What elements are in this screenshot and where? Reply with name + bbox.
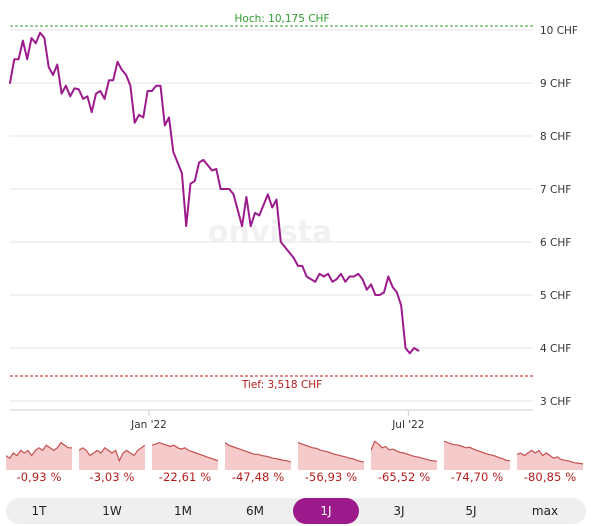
range-button-1t[interactable]: 1T: [31, 504, 47, 518]
mini-chart[interactable]: -80,85 %: [517, 436, 583, 488]
time-range-selector: 1T 1W 1M 6M 1J 3J 5J max: [6, 498, 586, 524]
range-button-1w[interactable]: 1W: [102, 504, 122, 518]
mini-chart-area: [152, 442, 218, 470]
mini-chart-performance: -22,61 %: [158, 470, 212, 484]
mini-chart-line: [152, 441, 218, 462]
price-chart-svg: onvista 3 CHF 4 CHF 5 CHF 6 CHF 7 CHF 8 CHF 9 C…: [9, 11, 578, 431]
mini-chart-svg: [444, 440, 510, 470]
mini-chart-svg: [152, 441, 218, 470]
y-tick-label: 5 CHF: [540, 290, 571, 302]
mini-chart[interactable]: -3,03 %: [79, 436, 145, 488]
price-chart[interactable]: onvista 3 CHF 4 CHF 5 CHF 6 CHF 7 CHF 8 CHF 9 C…: [0, 0, 592, 431]
y-tick-label: 4 CHF: [540, 343, 571, 355]
mini-chart[interactable]: -65,52 %: [371, 436, 437, 488]
range-button-max[interactable]: max: [531, 504, 559, 518]
mini-chart-svg: [79, 444, 145, 470]
mini-chart-line: [79, 444, 145, 463]
mini-chart-line: [298, 442, 364, 463]
y-tick-label: 10 CHF: [540, 25, 578, 37]
high-label-bg: [224, 11, 340, 25]
x-tick-label: Jan '22: [130, 419, 167, 430]
y-tick-label: 9 CHF: [540, 78, 571, 90]
mini-chart-performance: -0,93 %: [16, 470, 62, 484]
mini-chart-area: [225, 442, 291, 470]
mini-chart-svg: [225, 442, 291, 470]
mini-chart[interactable]: -47,48 %: [225, 436, 291, 488]
mini-chart-performance: -65,52 %: [377, 470, 431, 484]
mini-chart-performance: -47,48 %: [231, 470, 285, 484]
mini-chart[interactable]: -74,70 %: [444, 436, 510, 488]
mini-chart-line: [225, 442, 291, 463]
mini-chart-line: [444, 440, 510, 462]
y-tick-label: 8 CHF: [540, 131, 571, 143]
y-tick-label: 7 CHF: [540, 184, 571, 196]
mini-chart-performance: -56,93 %: [304, 470, 358, 484]
range-button-1j[interactable]: 1J: [293, 498, 359, 524]
mini-chart-svg: [6, 441, 72, 470]
y-tick-label: 6 CHF: [540, 237, 571, 249]
range-button-3j[interactable]: 3J: [393, 504, 405, 518]
range-button-1m[interactable]: 1M: [174, 504, 192, 518]
mini-chart-line: [371, 440, 437, 462]
high-label: Hoch: 10,175 CHF: [235, 13, 330, 25]
mini-chart-area: [79, 445, 145, 470]
mini-chart[interactable]: -0,93 %: [6, 436, 72, 488]
range-button-5j[interactable]: 5J: [465, 504, 477, 518]
mini-chart-line: [6, 441, 72, 460]
mini-chart-area: [444, 441, 510, 470]
price-series-line: [9, 31, 420, 355]
mini-chart-performance: -74,70 %: [450, 470, 504, 484]
mini-chart-svg: [371, 440, 437, 470]
mini-chart[interactable]: -22,61 %: [152, 436, 218, 488]
watermark-logo: onvista: [208, 215, 332, 250]
mini-chart-svg: [298, 442, 364, 470]
low-label: Tief: 3,518 CHF: [241, 379, 322, 391]
mini-chart-performance: -3,03 %: [89, 470, 135, 484]
mini-chart-performance: -80,85 %: [523, 470, 577, 484]
mini-chart-area: [517, 450, 583, 470]
mini-chart-area: [6, 442, 72, 470]
mini-chart-area: [298, 442, 364, 470]
mini-chart-area: [371, 441, 437, 470]
y-tick-label: 3 CHF: [540, 396, 571, 408]
mini-chart-svg: [517, 449, 583, 470]
mini-chart-line: [517, 449, 583, 465]
x-tick-label: Jul '22: [391, 419, 424, 430]
range-button-6m[interactable]: 6M: [246, 504, 264, 518]
mini-chart[interactable]: -56,93 %: [298, 436, 364, 488]
